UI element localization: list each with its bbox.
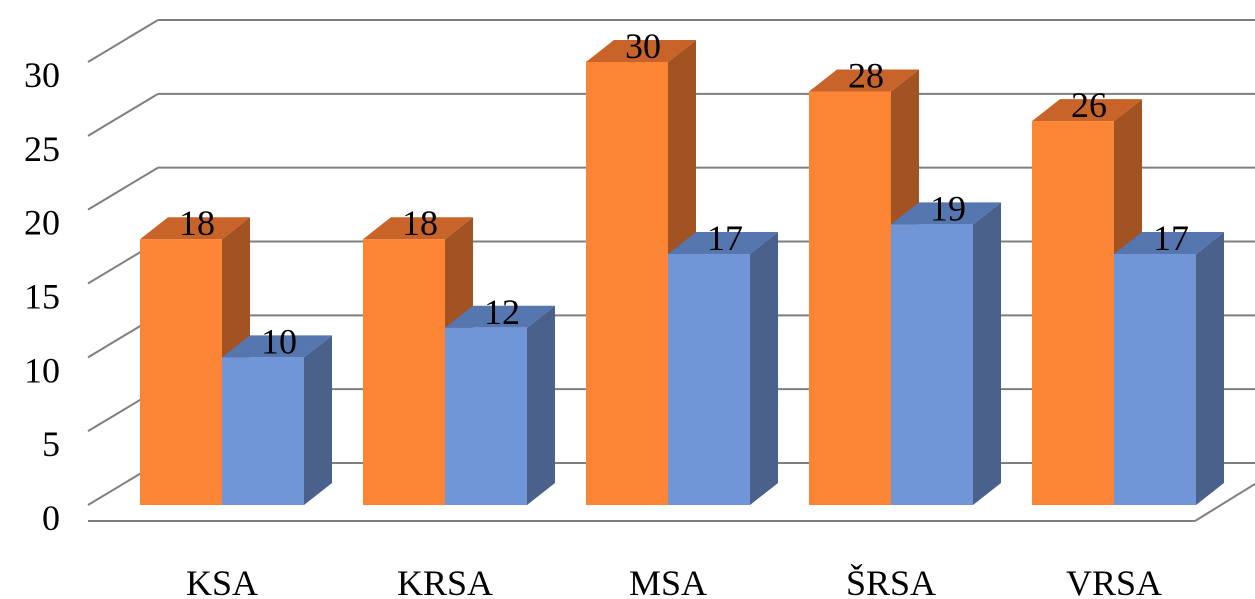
- bar: [363, 239, 445, 505]
- data-labels: 18 10 18 12 30 17 28 19 26 17: [179, 26, 1189, 361]
- data-label: 30: [625, 26, 661, 66]
- bar: [1032, 121, 1114, 506]
- y-tick-label: 20: [24, 203, 60, 243]
- bar: [1114, 253, 1196, 505]
- category-labels: KSA KRSA MSA ŠRSA VRSA: [186, 563, 1162, 599]
- bar-top: [1032, 99, 1142, 122]
- bar: [222, 357, 304, 505]
- category-label: MSA: [629, 563, 707, 599]
- category-label: KSA: [186, 563, 258, 599]
- bar-top: [222, 335, 332, 358]
- bar-top: [363, 217, 473, 240]
- data-label: 17: [1153, 218, 1189, 258]
- bar: [891, 224, 973, 505]
- y-tick-label: 25: [24, 129, 60, 169]
- bar-top: [891, 202, 1001, 225]
- y-tick-label: 10: [24, 350, 60, 390]
- data-label: 28: [848, 56, 884, 96]
- gridline-diagonal: [87, 166, 159, 211]
- bar-side: [750, 231, 778, 505]
- gridline-diagonal: [87, 19, 159, 63]
- bar-top: [668, 231, 778, 254]
- y-tick-label: 5: [42, 424, 60, 464]
- category-label: ŠRSA: [846, 563, 936, 599]
- data-label: 12: [484, 292, 520, 332]
- category-label: KRSA: [397, 563, 493, 599]
- bar-top: [586, 40, 696, 62]
- bar: [809, 91, 891, 506]
- bar-top: [1114, 231, 1224, 254]
- bar: [140, 239, 222, 505]
- bar: [586, 62, 668, 505]
- bar-side: [527, 305, 555, 505]
- data-label: 26: [1071, 85, 1107, 125]
- floor-right-edge: [1194, 483, 1255, 522]
- gridline-diagonal: [87, 92, 159, 137]
- bar-top: [445, 305, 555, 328]
- bar-top: [140, 217, 250, 240]
- bars: [140, 40, 1224, 506]
- data-label: 10: [261, 321, 297, 361]
- y-tick-label: 15: [24, 277, 60, 317]
- y-tick-label: 0: [42, 498, 60, 538]
- bar: [445, 327, 527, 505]
- data-label: 18: [179, 203, 215, 243]
- bar-top: [809, 69, 919, 92]
- data-label: 19: [930, 188, 966, 228]
- bar: [668, 253, 750, 505]
- bar-side: [1196, 231, 1224, 505]
- bar-side: [304, 335, 332, 505]
- y-axis-tick-labels: 0 5 10 15 20 25 30: [24, 55, 60, 538]
- category-label: VRSA: [1066, 563, 1162, 599]
- y-tick-label: 30: [24, 55, 60, 95]
- data-label: 17: [707, 218, 743, 258]
- data-label: 18: [402, 203, 438, 243]
- bar-side: [973, 202, 1001, 505]
